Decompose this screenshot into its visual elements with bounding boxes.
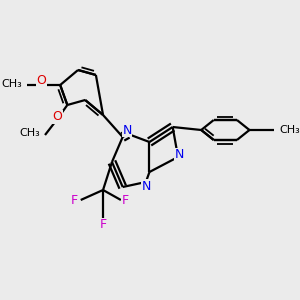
Text: F: F (122, 194, 129, 206)
Text: O: O (52, 110, 62, 124)
Text: N: N (175, 148, 184, 161)
Text: F: F (100, 218, 106, 232)
Text: F: F (71, 194, 78, 206)
Text: O: O (37, 74, 46, 88)
Text: N: N (122, 124, 132, 136)
Text: CH₃: CH₃ (279, 125, 300, 135)
Text: CH₃: CH₃ (1, 79, 22, 89)
Text: CH₃: CH₃ (19, 128, 40, 138)
Text: N: N (142, 179, 152, 193)
